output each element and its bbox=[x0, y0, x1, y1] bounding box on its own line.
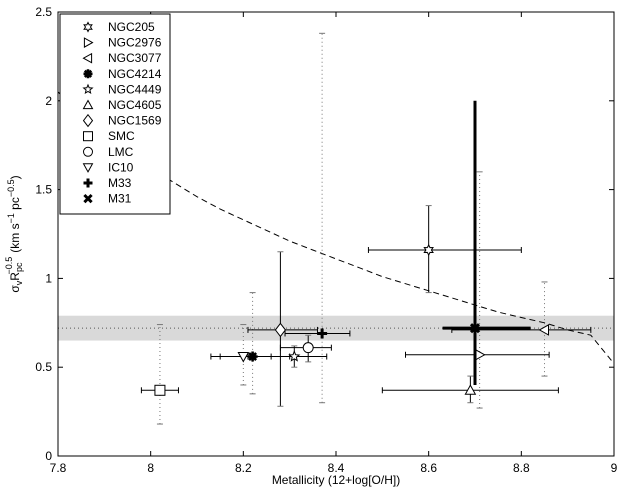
legend-marker-ngc1569 bbox=[82, 113, 94, 128]
legend-marker-m31 bbox=[83, 193, 93, 204]
legend-marker-ngc4449 bbox=[82, 83, 94, 95]
series-ic10 bbox=[219, 324, 272, 386]
legend-label-ngc4214: NGC4214 bbox=[108, 67, 162, 81]
legend-marker-ngc2976 bbox=[83, 37, 94, 48]
y-tick-label: 0 bbox=[45, 449, 52, 463]
x-tick-label: 7.8 bbox=[50, 461, 67, 475]
marker-smc bbox=[154, 384, 166, 396]
legend-label-ngc3077: NGC3077 bbox=[108, 51, 162, 65]
y-label-unit-open: (km s bbox=[8, 223, 22, 252]
y-label-sub-pc: pc bbox=[14, 262, 24, 272]
series-m31 bbox=[442, 100, 531, 385]
marker-m31 bbox=[469, 323, 481, 334]
legend-item-ngc205: NGC205 bbox=[83, 20, 155, 34]
legend-item-ngc4449: NGC4449 bbox=[82, 82, 162, 96]
y-tick-label: 2.5 bbox=[35, 5, 52, 19]
legend-item-ic10: IC10 bbox=[82, 160, 134, 174]
y-label-sub-v: v bbox=[14, 280, 24, 285]
x-tick-label: 9 bbox=[611, 461, 618, 475]
x-axis-label: Metallicity (12+log[O/H]) bbox=[272, 473, 400, 487]
y-label-exp-unit1: −1 bbox=[6, 213, 16, 223]
y-label-R: R bbox=[8, 272, 22, 281]
legend-marker-ngc4214 bbox=[83, 69, 93, 79]
series-smc bbox=[140, 324, 179, 425]
legend-marker-smc bbox=[83, 131, 93, 142]
x-tick-label: 8.8 bbox=[513, 461, 530, 475]
legend-marker-lmc bbox=[83, 146, 93, 157]
legend-marker-ic10 bbox=[82, 163, 94, 173]
legend-marker-ngc3077 bbox=[82, 52, 93, 64]
marker-ngc205 bbox=[423, 243, 434, 257]
legend-box bbox=[59, 13, 171, 215]
y-axis-label: σvRpc−0.5(km s−1 pc−0.5) bbox=[4, 175, 24, 292]
x-tick-label: 8.6 bbox=[420, 461, 437, 475]
legend-label-m31: M31 bbox=[108, 192, 132, 206]
series-ngc4605 bbox=[381, 375, 559, 404]
series-lmc bbox=[279, 334, 332, 363]
legend-marker-m33 bbox=[83, 178, 93, 188]
y-label-exp: −0.5 bbox=[4, 257, 14, 275]
x-tick-label: 8.2 bbox=[235, 461, 252, 475]
legend-label-ngc205: NGC205 bbox=[108, 20, 155, 34]
y-label-sigma: σ bbox=[8, 285, 22, 293]
ticks: 7.8 8 8.2 8.4 8.6 8.8 9 0 0.5 1 1.5 2 2.5 bbox=[35, 5, 617, 475]
marker-ngc1569 bbox=[274, 322, 287, 338]
y-tick-label: 2 bbox=[45, 94, 52, 108]
legend-label-ngc1569: NGC1569 bbox=[108, 114, 162, 128]
legend-label-ic10: IC10 bbox=[108, 160, 134, 174]
marker-lmc bbox=[302, 342, 314, 354]
marker-m33 bbox=[317, 328, 328, 339]
legend-marker-ngc4605 bbox=[82, 99, 94, 110]
y-tick-label: 1 bbox=[45, 271, 52, 285]
series-ngc205 bbox=[367, 205, 522, 294]
legend-item-ngc4214: NGC4214 bbox=[83, 67, 162, 81]
legend-item-smc: SMC bbox=[83, 129, 135, 143]
marker-ic10 bbox=[237, 352, 250, 363]
legend-item-ngc1569: NGC1569 bbox=[82, 113, 162, 128]
y-label-exp-unit2: −0.5 bbox=[6, 179, 16, 197]
legend-label-ngc4449: NGC4449 bbox=[108, 82, 162, 96]
legend-item-m31: M31 bbox=[83, 192, 132, 206]
legend-marker-ngc205 bbox=[83, 21, 93, 33]
series-ngc1569 bbox=[247, 251, 318, 407]
marker-ngc4605 bbox=[464, 384, 477, 395]
x-tick-label: 8.4 bbox=[328, 461, 345, 475]
y-tick-label: 1.5 bbox=[35, 183, 52, 197]
marker-ngc4449 bbox=[288, 350, 301, 362]
legend-label-ngc2976: NGC2976 bbox=[108, 36, 162, 50]
marker-ngc3077 bbox=[538, 324, 549, 336]
svg-text:σvRpc−0.5(km s−1 pc−0.5): σvRpc−0.5(km s−1 pc−0.5) bbox=[4, 175, 24, 292]
legend-item-ngc4605: NGC4605 bbox=[82, 98, 162, 112]
legend-label-lmc: LMC bbox=[108, 145, 134, 159]
legend-label-m33: M33 bbox=[108, 176, 132, 190]
x-tick-label: 8 bbox=[147, 461, 154, 475]
y-label-unit-close: ) bbox=[8, 175, 22, 179]
legend-item-ngc3077: NGC3077 bbox=[82, 51, 162, 65]
legend-item-ngc2976: NGC2976 bbox=[83, 36, 162, 50]
legend-item-lmc: LMC bbox=[83, 145, 134, 159]
legend-label-smc: SMC bbox=[108, 129, 135, 143]
legend-label-ngc4605: NGC4605 bbox=[108, 98, 162, 112]
series-m33 bbox=[284, 32, 351, 404]
y-tick-label: 0.5 bbox=[35, 360, 52, 374]
y-label-pc: pc bbox=[8, 197, 22, 213]
series-layer bbox=[140, 32, 592, 425]
legend-item-m33: M33 bbox=[83, 176, 132, 190]
